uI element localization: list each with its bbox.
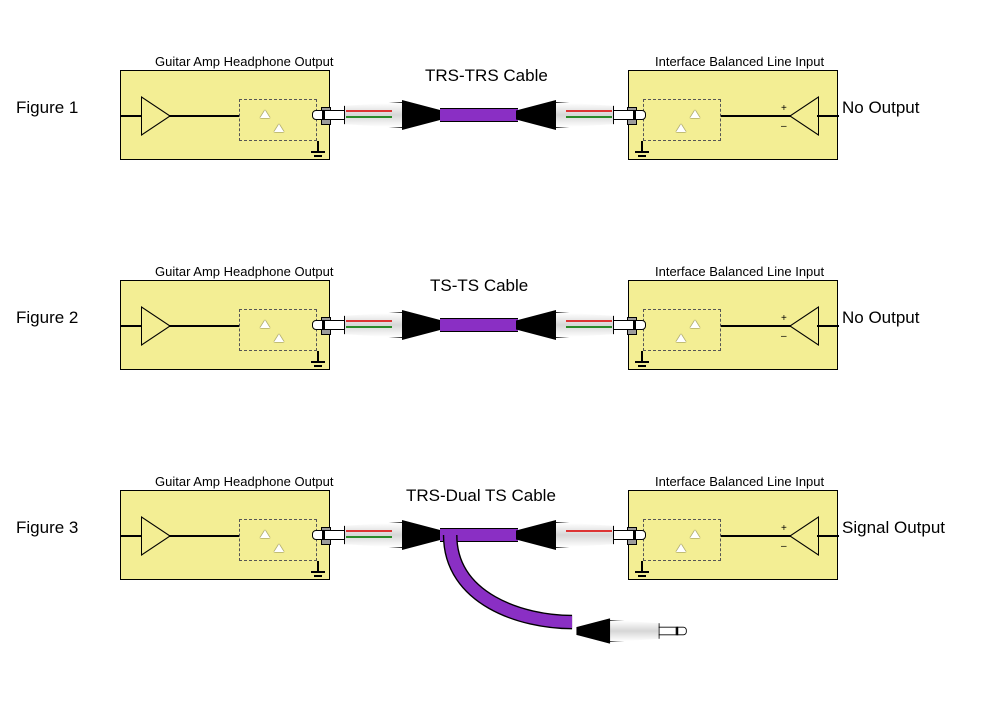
jack-contact-arrow-icon bbox=[676, 334, 686, 342]
jack-contact-arrow-icon bbox=[260, 530, 270, 538]
figure-1-cable-title: TRS-TRS Cable bbox=[425, 66, 548, 86]
plus-sign: + bbox=[781, 313, 787, 324]
figure-2-left-box-label: Guitar Amp Headphone Output bbox=[155, 264, 334, 279]
amp-triangle-icon bbox=[141, 306, 171, 346]
interface-box: + – bbox=[628, 490, 838, 580]
jack-socket-outline bbox=[239, 309, 317, 351]
amp-output-wire bbox=[169, 115, 239, 117]
interface-output-wire bbox=[817, 535, 839, 537]
jack-socket-outline bbox=[643, 519, 721, 561]
figure-3-result: Signal Output bbox=[842, 518, 945, 538]
ground-line-icon bbox=[317, 141, 319, 151]
plus-sign: + bbox=[781, 523, 787, 534]
interface-input-wire bbox=[721, 115, 791, 117]
jack-contact-arrow-icon bbox=[690, 320, 700, 328]
trs-plug-right-icon bbox=[516, 100, 626, 130]
trs-plug-left-icon bbox=[332, 520, 442, 550]
interface-input-wire bbox=[721, 535, 791, 537]
ground-symbol-icon bbox=[311, 361, 325, 369]
minus-sign: – bbox=[781, 331, 787, 342]
minus-sign: – bbox=[781, 541, 787, 552]
amp-input-wire bbox=[121, 535, 143, 537]
figure-1-row: Figure 1 Guitar Amp Headphone Output Int… bbox=[0, 30, 1000, 180]
jack-socket-outline bbox=[239, 99, 317, 141]
amp-input-wire bbox=[121, 325, 143, 327]
jack-contact-arrow-icon bbox=[690, 110, 700, 118]
jack-contact-arrow-icon bbox=[274, 124, 284, 132]
jack-socket-outline bbox=[239, 519, 317, 561]
figure-1-label: Figure 1 bbox=[16, 98, 78, 118]
guitar-amp-box bbox=[120, 280, 330, 370]
figure-2-result: No Output bbox=[842, 308, 920, 328]
figure-3-cable-title: TRS-Dual TS Cable bbox=[406, 486, 556, 506]
ground-symbol-icon bbox=[311, 571, 325, 579]
amp-output-wire bbox=[169, 325, 239, 327]
interface-box: + – bbox=[628, 70, 838, 160]
figure-3-row: Figure 3 Guitar Amp Headphone Output Int… bbox=[0, 450, 1000, 600]
figure-3-label: Figure 3 bbox=[16, 518, 78, 538]
interface-box: + – bbox=[628, 280, 838, 370]
guitar-amp-box bbox=[120, 70, 330, 160]
plus-sign: + bbox=[781, 103, 787, 114]
ground-symbol-icon bbox=[635, 361, 649, 369]
figure-3-right-box-label: Interface Balanced Line Input bbox=[655, 474, 824, 489]
ground-line-icon bbox=[317, 561, 319, 571]
figure-2-right-box-label: Interface Balanced Line Input bbox=[655, 264, 824, 279]
interface-output-wire bbox=[817, 115, 839, 117]
cable-body-icon bbox=[440, 108, 518, 122]
ground-symbol-icon bbox=[635, 151, 649, 159]
amp-triangle-icon bbox=[141, 516, 171, 556]
ts-plug-left-icon bbox=[332, 310, 442, 340]
ground-line-icon bbox=[641, 561, 643, 571]
jack-contact-arrow-icon bbox=[676, 544, 686, 552]
diff-amp-triangle-icon bbox=[789, 306, 819, 346]
jack-contact-arrow-icon bbox=[274, 544, 284, 552]
figure-1-right-box-label: Interface Balanced Line Input bbox=[655, 54, 824, 69]
cable-body-icon bbox=[440, 318, 518, 332]
jack-contact-arrow-icon bbox=[676, 124, 686, 132]
jack-contact-arrow-icon bbox=[274, 334, 284, 342]
amp-triangle-icon bbox=[141, 96, 171, 136]
figure-1-left-box-label: Guitar Amp Headphone Output bbox=[155, 54, 334, 69]
ground-line-icon bbox=[641, 351, 643, 361]
minus-sign: – bbox=[781, 121, 787, 132]
ts-plug-right-icon bbox=[516, 310, 626, 340]
jack-socket-outline bbox=[643, 99, 721, 141]
jack-contact-arrow-icon bbox=[690, 530, 700, 538]
figure-2-row: Figure 2 Guitar Amp Headphone Output Int… bbox=[0, 240, 1000, 390]
figure-2-label: Figure 2 bbox=[16, 308, 78, 328]
diff-amp-triangle-icon bbox=[789, 516, 819, 556]
figure-1-result: No Output bbox=[842, 98, 920, 118]
amp-output-wire bbox=[169, 535, 239, 537]
diff-amp-triangle-icon bbox=[789, 96, 819, 136]
jack-contact-arrow-icon bbox=[260, 110, 270, 118]
figure-2-cable-title: TS-TS Cable bbox=[430, 276, 528, 296]
interface-output-wire bbox=[817, 325, 839, 327]
guitar-amp-box bbox=[120, 490, 330, 580]
jack-socket-outline bbox=[643, 309, 721, 351]
figure-3-left-box-label: Guitar Amp Headphone Output bbox=[155, 474, 334, 489]
ground-symbol-icon bbox=[311, 151, 325, 159]
ground-line-icon bbox=[317, 351, 319, 361]
trs-plug-left-icon bbox=[332, 100, 442, 130]
ts-plug-dangling-icon bbox=[576, 618, 670, 644]
ground-line-icon bbox=[641, 141, 643, 151]
jack-contact-arrow-icon bbox=[260, 320, 270, 328]
interface-input-wire bbox=[721, 325, 791, 327]
amp-input-wire bbox=[121, 115, 143, 117]
